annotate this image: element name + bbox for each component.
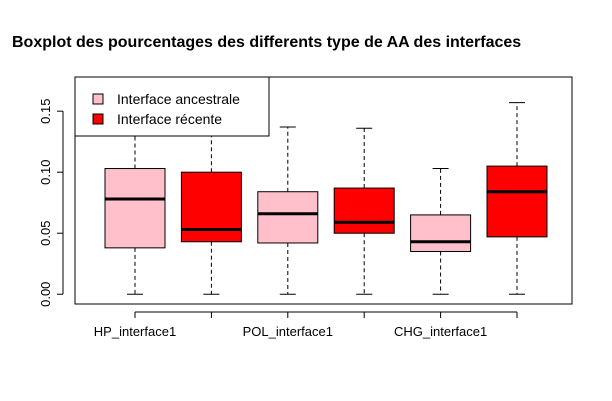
box-iqr <box>486 165 548 238</box>
boxes-layer <box>104 102 548 295</box>
box-iqr <box>410 214 472 253</box>
box-4 <box>333 127 395 295</box>
legend-label: Interface récente <box>117 111 222 127</box>
y-axis: 0.00 0.05 0.10 0.15 <box>38 99 64 307</box>
legend-swatch <box>92 113 104 125</box>
x-tick-label: CHG_interface1 <box>394 324 487 339</box>
box-3 <box>257 126 319 295</box>
box-iqr <box>104 168 166 249</box>
y-tick-label: 0.15 <box>38 99 53 124</box>
legend-box <box>74 76 270 137</box>
legend-label: Interface ancestrale <box>117 91 240 107</box>
chart-title: Boxplot des pourcentages des differents … <box>12 34 521 51</box>
plot-frame <box>74 76 573 305</box>
legend: Interface ancestrale Interface récente <box>74 76 270 137</box>
legend-swatch <box>92 93 104 105</box>
y-tick-label: 0.00 <box>38 282 53 307</box>
y-tick-label: 0.05 <box>38 221 53 246</box>
box-2 <box>180 126 242 295</box>
x-tick-label: HP_interface1 <box>94 324 176 339</box>
box-5 <box>410 168 472 295</box>
y-tick-label: 0.10 <box>38 160 53 185</box>
x-tick-label: POL_interface1 <box>243 324 333 339</box>
box-iqr <box>180 171 242 243</box>
box-6 <box>486 102 548 295</box>
box-iqr <box>333 187 395 234</box>
x-axis: HP_interface1 POL_interface1 CHG_interface… <box>94 311 518 339</box>
box-1 <box>104 126 166 295</box>
box-iqr <box>257 191 319 244</box>
